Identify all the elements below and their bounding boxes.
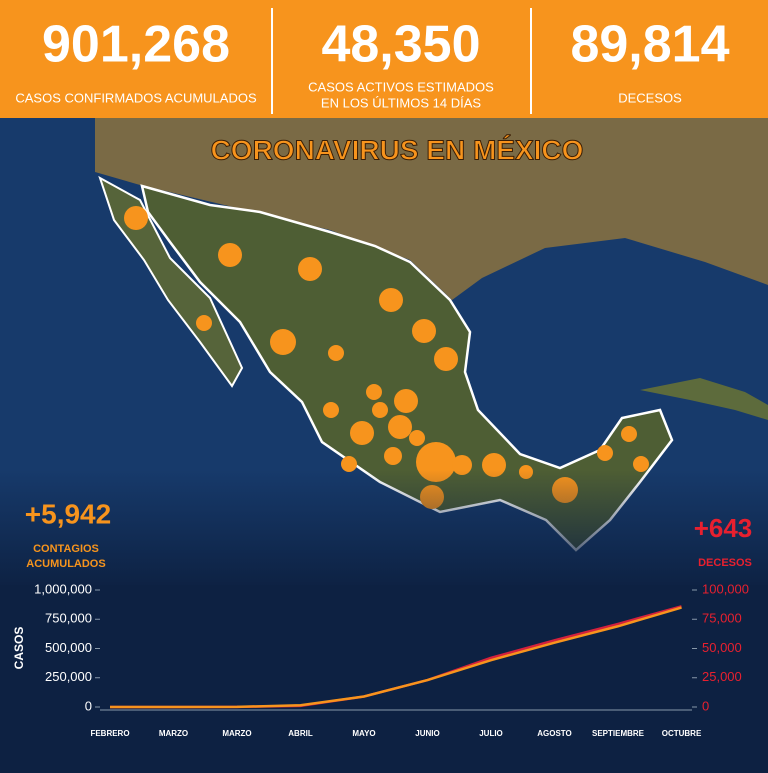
bubble [434,347,458,371]
y2-tick-label: 100,000 [702,581,749,596]
x-tick-label: MARZO [159,729,188,738]
y-tick-label: 750,000 [45,611,92,626]
daily-deaths-label: DECESOS [698,557,752,569]
stat-label: CASOS CONFIRMADOS ACUMULADOS [15,90,257,105]
bubble [218,243,242,267]
daily-cases-label: ACUMULADOS [26,558,105,570]
header-band [0,0,768,118]
y2-tick-label: 50,000 [702,640,742,655]
daily-cases-label: CONTAGIOS [33,543,99,555]
y2-tick-label: 75,000 [702,611,742,626]
bubble [341,456,357,472]
stat-label: CASOS ACTIVOS ESTIMADOS [308,79,494,94]
bubble [298,257,322,281]
x-tick-label: FEBRERO [90,729,129,738]
y-tick-label: 250,000 [45,669,92,684]
bubble [621,426,637,442]
bubble [196,315,212,331]
bubble [384,447,402,465]
x-tick-label: ABRIL [288,729,313,738]
fade [0,470,768,590]
cuba [640,378,768,420]
stat-number: 48,350 [321,16,480,74]
bubble [270,329,296,355]
bubble [394,389,418,413]
y2-tick-label: 25,000 [702,669,742,684]
y-tick-label: 1,000,000 [34,581,92,596]
x-tick-label: MARZO [222,729,251,738]
bubble [597,445,613,461]
y-tick-label: 500,000 [45,640,92,655]
bubble [328,345,344,361]
bubble [366,384,382,400]
x-tick-label: JUNIO [415,729,439,738]
bubble [379,288,403,312]
bubble [412,319,436,343]
daily-cases: +5,942 [25,498,111,529]
stat-label: EN LOS ÚLTIMOS 14 DÍAS [321,95,481,110]
stat-label: DECESOS [618,90,682,105]
bubble [124,206,148,230]
north-land [95,118,768,300]
bubble [323,402,339,418]
baja [98,175,244,388]
stat-number: 89,814 [570,16,729,74]
bubble [372,402,388,418]
series-line [110,606,682,709]
bubble [633,456,649,472]
mexico [140,184,674,552]
x-tick-label: SEPTIEMBRE [592,729,645,738]
y2-tick-label: 0 [702,698,709,713]
y-tick-label: 0 [85,698,92,713]
bubble [388,415,412,439]
daily-deaths: +643 [694,513,753,543]
bubble [409,430,425,446]
x-tick-label: AGOSTO [537,729,572,738]
x-tick-label: JULIO [479,729,503,738]
stat-number: 901,268 [42,16,230,74]
map-title: CORONAVIRUS EN MÉXICO [211,134,584,165]
chart-bg [0,585,768,768]
x-tick-label: MAYO [352,729,375,738]
x-tick-label: OCTUBRE [662,729,702,738]
bubble [350,421,374,445]
y-axis-label: CASOS [12,627,26,670]
